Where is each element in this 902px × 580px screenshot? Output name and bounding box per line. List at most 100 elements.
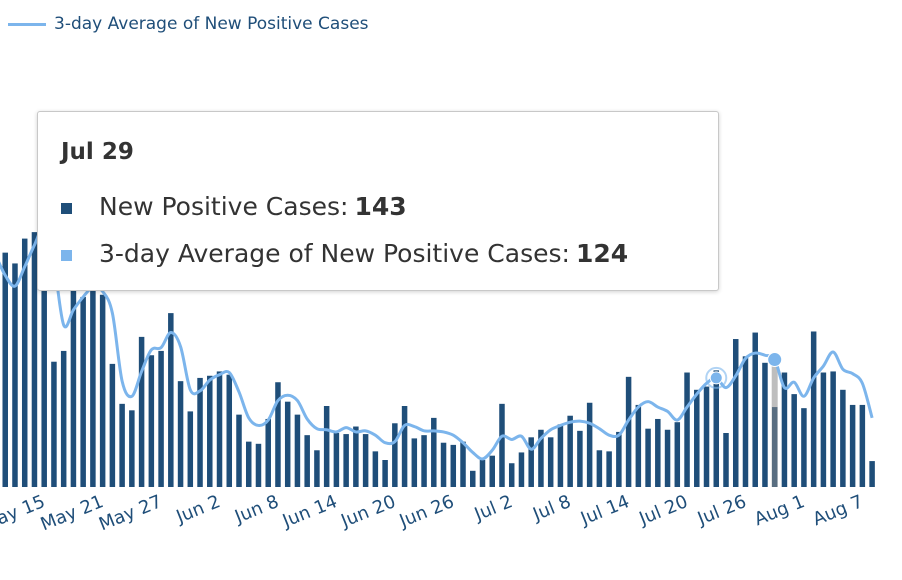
hover-point-marker[interactable] (767, 352, 783, 368)
bar[interactable] (80, 296, 86, 487)
bar[interactable] (450, 444, 457, 487)
bar[interactable] (625, 376, 632, 487)
bar[interactable] (713, 370, 720, 487)
bar[interactable] (547, 437, 554, 487)
bar[interactable] (343, 434, 349, 487)
bar[interactable] (294, 414, 301, 487)
x-tick-label: Jul 20 (635, 491, 690, 530)
bar[interactable] (664, 429, 671, 487)
bar[interactable] (99, 294, 106, 487)
bar[interactable] (820, 372, 827, 487)
bar[interactable] (840, 389, 846, 487)
bar[interactable] (60, 350, 67, 487)
bar[interactable] (41, 223, 47, 488)
bar[interactable] (207, 375, 213, 487)
bar[interactable] (323, 406, 330, 487)
bar[interactable] (138, 336, 145, 487)
bar[interactable] (703, 386, 710, 487)
bar[interactable] (781, 372, 788, 487)
bar[interactable] (2, 252, 8, 487)
bar[interactable] (226, 374, 233, 487)
bar[interactable] (489, 455, 495, 487)
bar[interactable] (586, 402, 593, 487)
bar[interactable] (849, 404, 856, 487)
bar[interactable] (158, 350, 164, 487)
bar[interactable] (732, 339, 739, 487)
bar[interactable] (528, 437, 534, 487)
bar[interactable] (470, 470, 476, 487)
bar[interactable] (499, 403, 505, 487)
bar[interactable] (635, 404, 642, 487)
bar[interactable] (90, 285, 96, 487)
bar[interactable] (440, 442, 447, 487)
bar[interactable] (265, 418, 271, 487)
bar[interactable] (109, 363, 116, 487)
bar[interactable] (236, 414, 242, 487)
bar[interactable] (655, 418, 661, 487)
bar[interactable] (255, 443, 262, 487)
bar[interactable] (148, 355, 155, 487)
bar[interactable] (762, 362, 768, 487)
bar[interactable] (372, 451, 379, 487)
bar[interactable] (304, 435, 310, 487)
average-line (0, 225, 874, 461)
bar[interactable] (421, 435, 427, 487)
bar[interactable] (21, 238, 28, 487)
bar[interactable] (460, 441, 466, 487)
bar[interactable] (674, 422, 681, 487)
bar[interactable] (684, 372, 690, 487)
bar[interactable] (187, 411, 194, 487)
bar[interactable] (119, 403, 125, 487)
legend[interactable]: 3-day Average of New Positive Cases (8, 14, 369, 34)
bar[interactable] (596, 450, 603, 487)
hover-point-secondary-marker[interactable] (709, 371, 723, 385)
bar[interactable] (12, 263, 18, 487)
bar[interactable] (791, 394, 797, 487)
bar[interactable] (869, 461, 875, 487)
x-tick-label: Aug 1 (751, 491, 807, 530)
x-tick-label: May 15 (0, 491, 48, 535)
bar[interactable] (382, 460, 388, 487)
bar[interactable] (694, 389, 700, 487)
bar[interactable] (431, 417, 437, 487)
bar[interactable] (392, 423, 398, 487)
bar[interactable] (245, 441, 252, 487)
bar[interactable] (168, 313, 174, 487)
bar[interactable] (508, 463, 515, 487)
bar[interactable] (645, 428, 651, 487)
bar[interactable] (538, 429, 544, 487)
bar[interactable] (284, 401, 291, 487)
bar[interactable] (216, 371, 223, 487)
bar[interactable] (752, 332, 758, 487)
bar[interactable] (742, 356, 749, 487)
bar[interactable] (51, 361, 57, 487)
bar[interactable] (333, 433, 340, 487)
bar[interactable] (177, 381, 184, 487)
bar[interactable] (411, 438, 418, 487)
bar[interactable] (557, 424, 564, 487)
bar[interactable] (801, 408, 807, 487)
bar[interactable] (31, 232, 38, 487)
bar[interactable] (723, 433, 729, 487)
bar[interactable] (859, 404, 866, 487)
bar[interactable] (401, 406, 408, 487)
bar[interactable] (577, 430, 583, 487)
bar[interactable] (616, 431, 622, 487)
bar[interactable] (129, 410, 135, 487)
bar[interactable] (70, 273, 77, 487)
x-tick-label: May 21 (38, 491, 107, 535)
bar[interactable] (353, 426, 359, 487)
bar[interactable] (479, 460, 486, 487)
bar[interactable] (830, 371, 836, 487)
bar[interactable] (197, 377, 203, 487)
bar[interactable] (314, 450, 320, 487)
bar[interactable] (606, 451, 612, 487)
tooltip-marker-average (61, 249, 72, 261)
x-tick-label: Jul 8 (529, 491, 574, 525)
bar[interactable] (567, 415, 573, 487)
bar[interactable] (518, 452, 525, 487)
bar[interactable] (810, 331, 817, 487)
bar[interactable] (362, 434, 369, 487)
bar[interactable] (275, 382, 281, 487)
tooltip-value-average: 124 (575, 239, 629, 268)
